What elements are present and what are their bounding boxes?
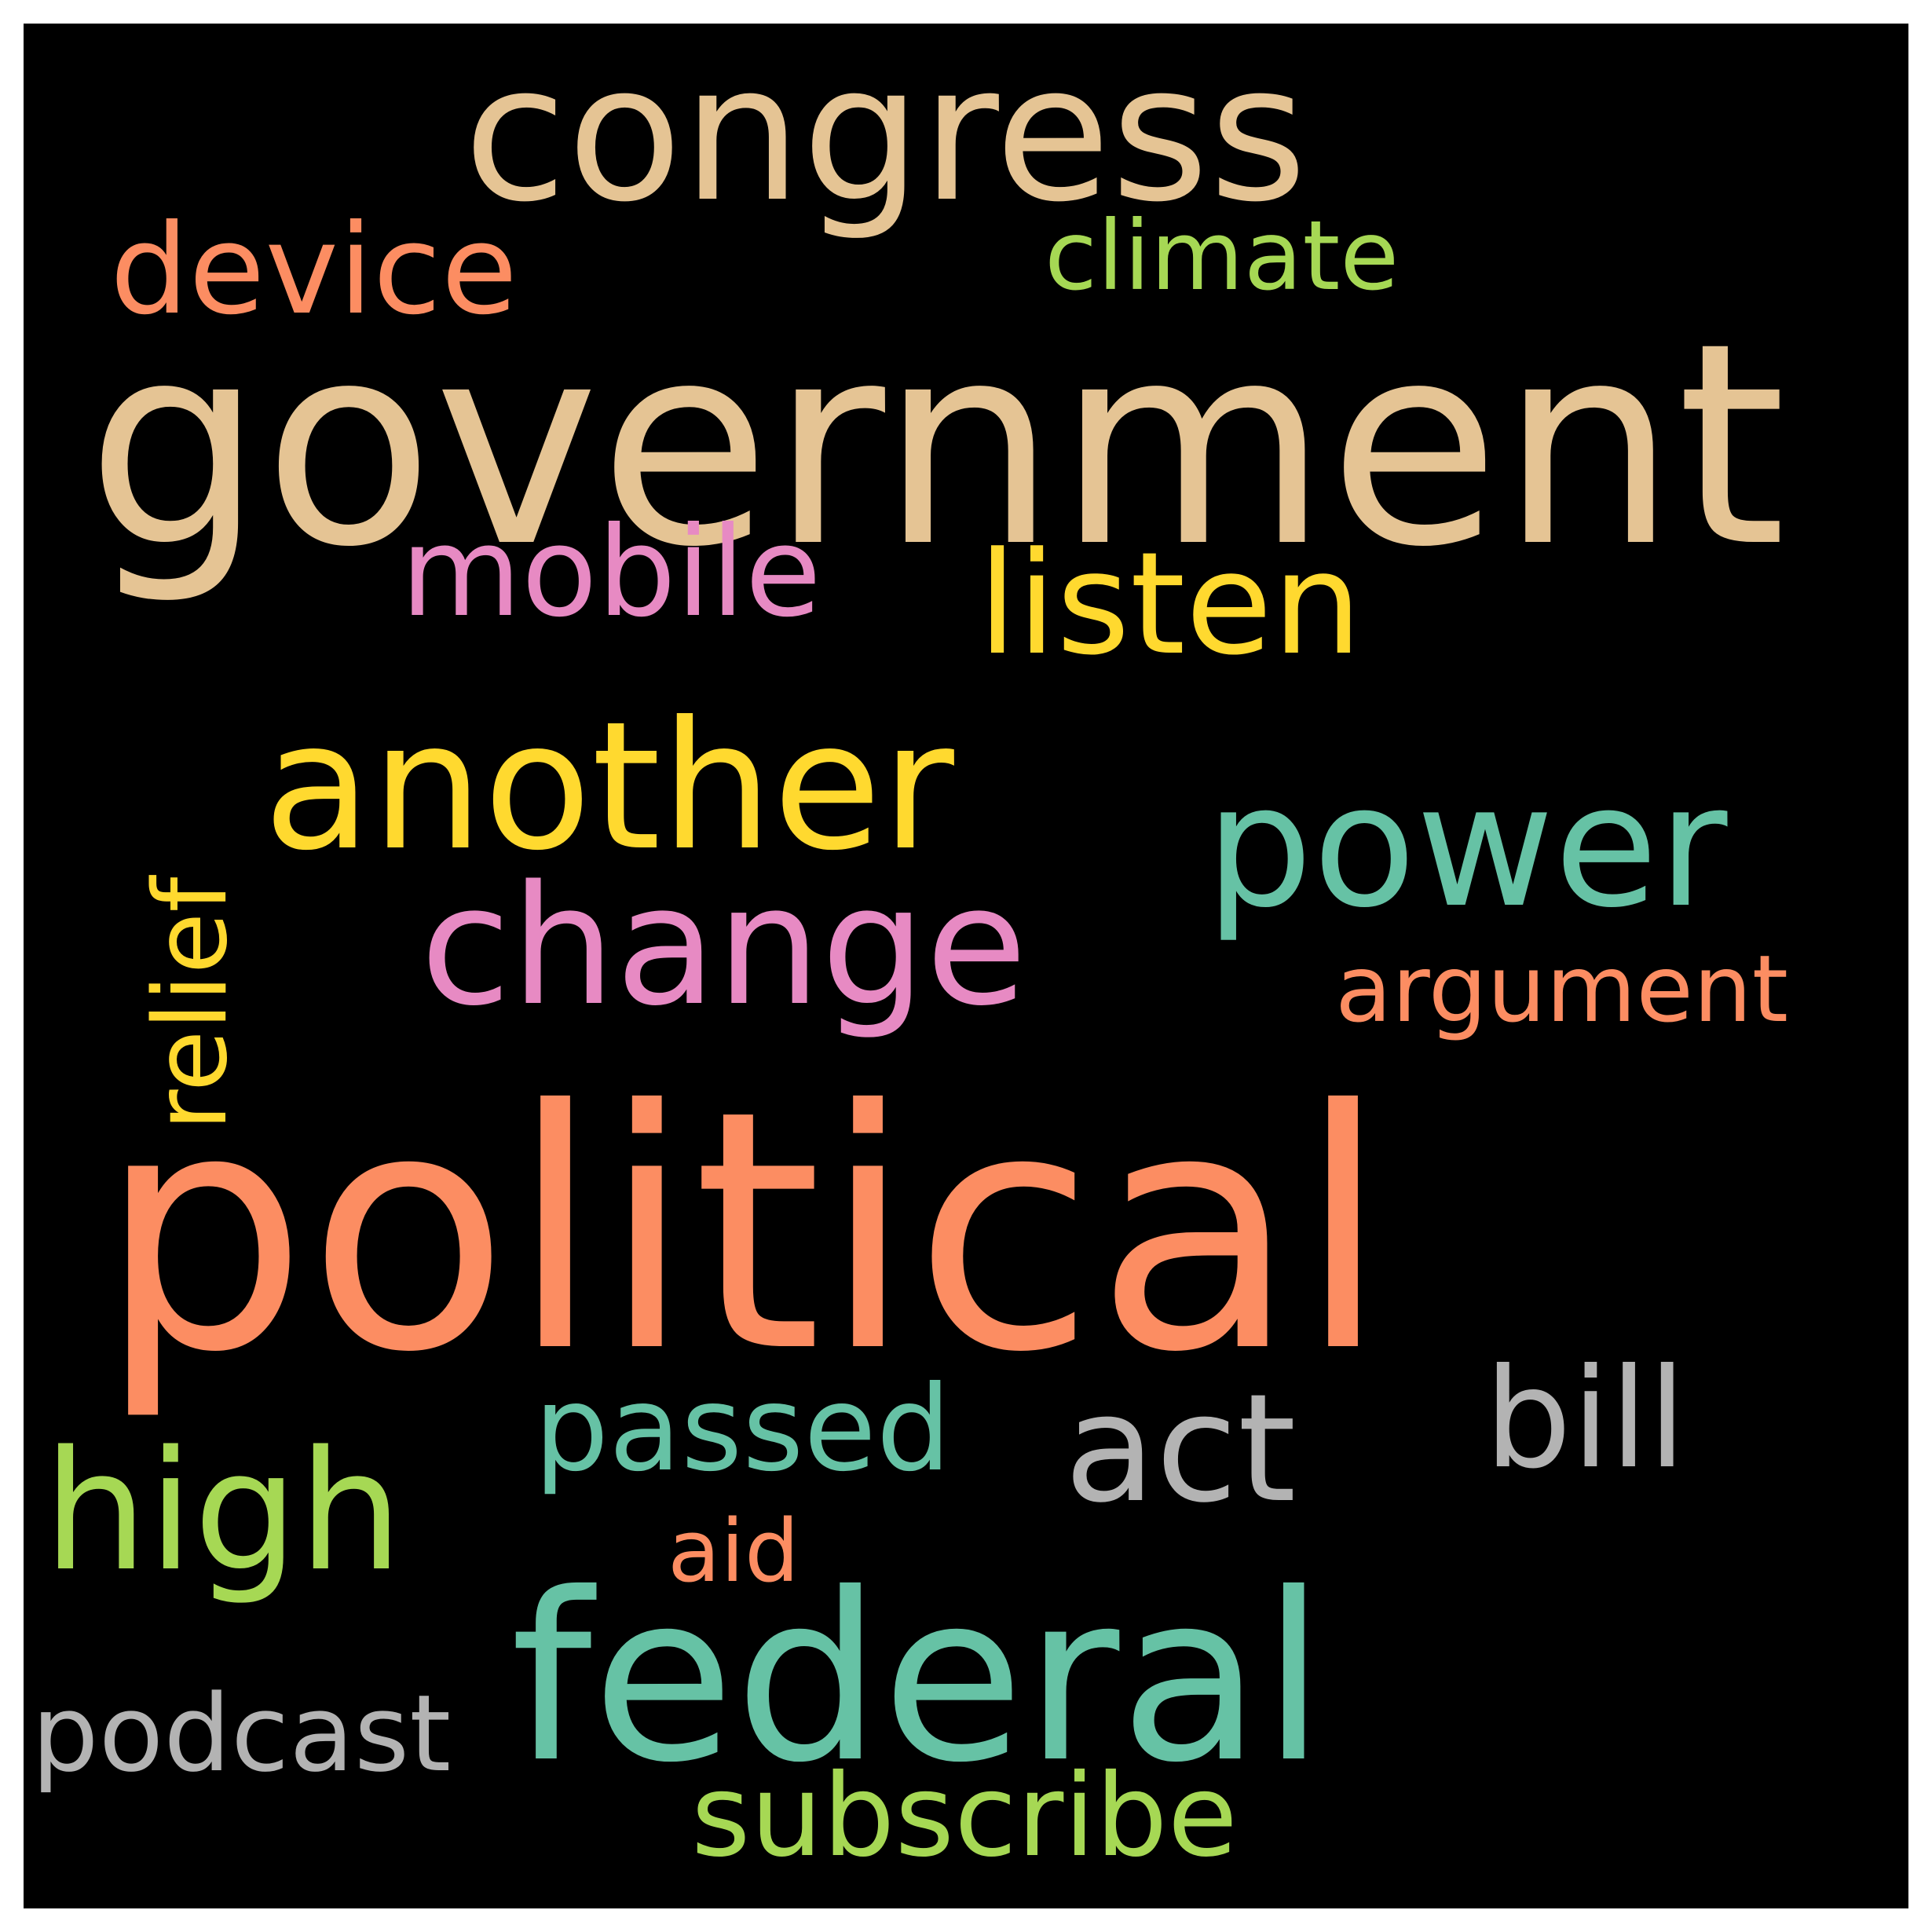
word-device: device <box>110 198 518 342</box>
word-high: high <box>43 1415 403 1608</box>
word-aid: aid <box>668 1501 800 1601</box>
word-cloud-canvas: political government congress another fe… <box>24 24 1908 1908</box>
word-change: change <box>420 850 1027 1042</box>
word-subscribe: subscribe <box>691 1750 1238 1883</box>
word-another: another <box>263 684 954 890</box>
word-government: government <box>86 283 1787 608</box>
word-argument: argument <box>1335 935 1789 1043</box>
word-act: act <box>1064 1362 1297 1535</box>
word-federal: federal <box>510 1543 1326 1813</box>
word-podcast: podcast <box>31 1672 452 1795</box>
word-passed: passed <box>534 1361 951 1498</box>
word-mobile: mobile <box>401 500 821 645</box>
word-bill: bill <box>1484 1340 1686 1499</box>
word-relief: relief <box>133 876 250 1132</box>
word-listen: listen <box>978 522 1363 686</box>
word-congress: congress <box>463 24 1308 243</box>
word-political: political <box>98 1041 1389 1425</box>
word-climate: climate <box>1045 200 1400 312</box>
word-power: power <box>1206 748 1728 945</box>
